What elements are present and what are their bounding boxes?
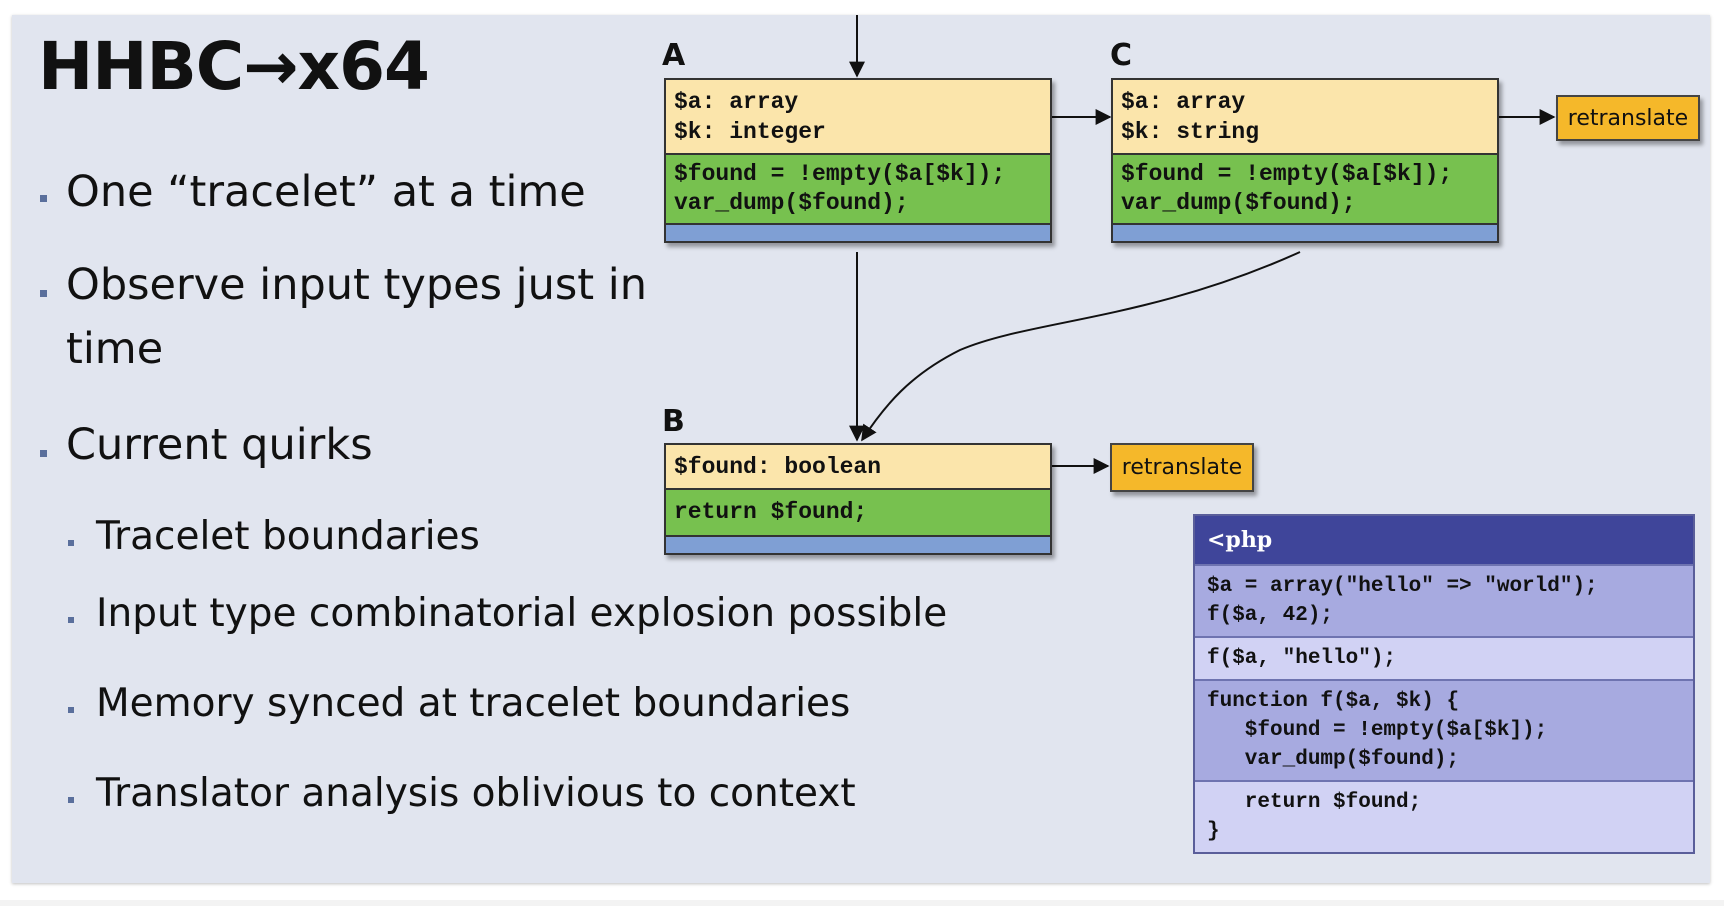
edge-c-to-b bbox=[862, 252, 1300, 440]
php-section-calls: $a = array("hello" => "world"); f($a, 42)… bbox=[1195, 564, 1693, 636]
node-b: $found: boolean return $found; bbox=[664, 443, 1052, 555]
retranslate-box-bottom: retranslate bbox=[1110, 443, 1254, 492]
php-line: return $found; bbox=[1207, 788, 1681, 817]
php-section-return: return $found;} bbox=[1195, 780, 1693, 852]
code-line: return $found; bbox=[674, 498, 1042, 527]
php-section-second-call: f($a, "hello"); bbox=[1195, 636, 1693, 679]
retranslate-box-top: retranslate bbox=[1556, 95, 1700, 141]
node-b-types: $found: boolean bbox=[666, 445, 1050, 490]
node-b-footer bbox=[666, 537, 1050, 553]
php-section-function-body: function f($a, $k) { $found = !empty($a[… bbox=[1195, 679, 1693, 780]
php-header: <php bbox=[1195, 516, 1693, 564]
node-a: $a: array $k: integer $found = !empty($a[… bbox=[664, 78, 1052, 243]
node-c: $a: array $k: string $found = !empty($a[$… bbox=[1111, 78, 1499, 243]
php-line: } bbox=[1207, 817, 1681, 846]
code-line: var_dump($found); bbox=[1121, 189, 1489, 218]
code-line: $found = !empty($a[$k]); bbox=[674, 160, 1042, 189]
type-line: $a: array bbox=[674, 87, 1042, 117]
php-line: var_dump($found); bbox=[1207, 745, 1681, 774]
node-b-label: B bbox=[662, 404, 685, 439]
node-a-code: $found = !empty($a[$k]); var_dump($found)… bbox=[666, 155, 1050, 225]
type-line: $k: string bbox=[1121, 117, 1489, 147]
type-line: $a: array bbox=[1121, 87, 1489, 117]
node-a-types: $a: array $k: integer bbox=[666, 80, 1050, 155]
type-line: $found: boolean bbox=[674, 452, 1042, 482]
node-b-code: return $found; bbox=[666, 490, 1050, 537]
php-line: f($a, "hello"); bbox=[1207, 644, 1681, 673]
code-line: $found = !empty($a[$k]); bbox=[1121, 160, 1489, 189]
code-line: var_dump($found); bbox=[674, 189, 1042, 218]
type-line: $k: integer bbox=[674, 117, 1042, 147]
node-a-footer bbox=[666, 225, 1050, 241]
php-line: function f($a, $k) { bbox=[1207, 687, 1681, 716]
php-line: f($a, 42); bbox=[1207, 601, 1681, 630]
node-a-label: A bbox=[662, 38, 685, 73]
node-c-footer bbox=[1113, 225, 1497, 241]
php-source-box: <php $a = array("hello" => "world"); f($a… bbox=[1193, 514, 1695, 854]
php-line: $a = array("hello" => "world"); bbox=[1207, 572, 1681, 601]
node-c-label: C bbox=[1110, 38, 1132, 73]
node-c-code: $found = !empty($a[$k]); var_dump($found)… bbox=[1113, 155, 1497, 225]
php-line: $found = !empty($a[$k]); bbox=[1207, 716, 1681, 745]
node-c-types: $a: array $k: string bbox=[1113, 80, 1497, 155]
